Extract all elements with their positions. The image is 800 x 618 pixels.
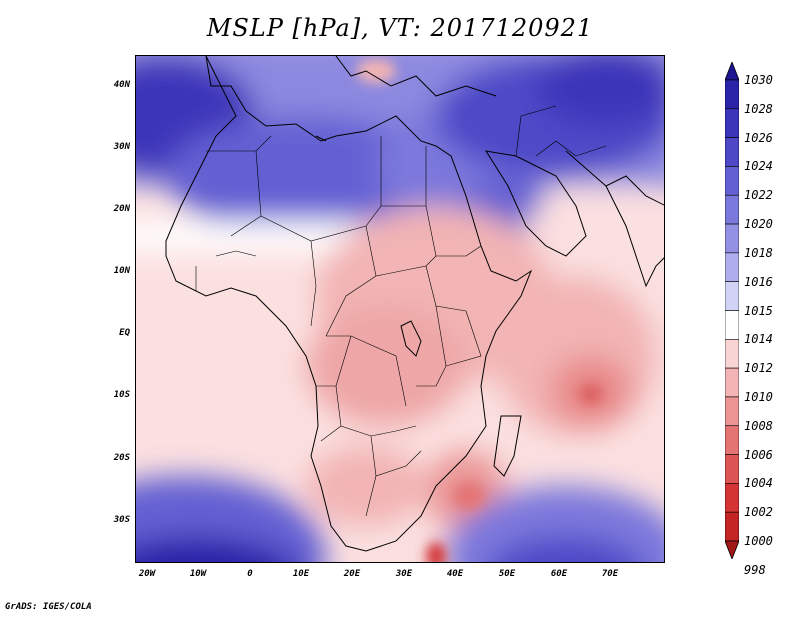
colorbar-swatch bbox=[724, 194, 740, 225]
lat-label-10n: 10N bbox=[113, 266, 130, 276]
colorbar-label: 1022 bbox=[744, 188, 773, 203]
colorbar-swatch bbox=[724, 425, 740, 455]
lon-label-20w: 20W bbox=[138, 569, 156, 579]
lat-label-30s: 30S bbox=[113, 515, 130, 525]
colorbar-swatch bbox=[724, 223, 740, 254]
colorbar-label: 1016 bbox=[744, 274, 773, 289]
lat-label-20s: 20S bbox=[113, 453, 130, 463]
colorbar-label: 998 bbox=[744, 562, 766, 577]
colorbar-label: 1018 bbox=[744, 245, 773, 260]
colorbar-label: 1000 bbox=[744, 534, 773, 548]
colorbar-label: 1010 bbox=[744, 389, 773, 404]
colorbar-swatch bbox=[724, 281, 740, 311]
map-title: MSLP [hPa], VT: 2017120921 bbox=[206, 14, 594, 42]
colorbar-label: 1015 bbox=[744, 303, 773, 318]
colorbar-top-arrow bbox=[724, 60, 740, 81]
colorbar-swatches bbox=[724, 60, 740, 561]
colorbar-swatch bbox=[724, 511, 740, 542]
colorbar-label: 1024 bbox=[744, 159, 773, 174]
pressure-map bbox=[135, 55, 665, 563]
colorbar-swatch bbox=[724, 108, 740, 138]
colorbar-label: 1004 bbox=[744, 476, 773, 491]
lon-label-0: 0 bbox=[247, 569, 253, 579]
grads-credit: GrADS: IGES/COLA bbox=[5, 602, 92, 612]
lon-label-30e: 30E bbox=[395, 569, 413, 579]
lon-label-10w: 10W bbox=[189, 569, 207, 579]
colorbar bbox=[724, 60, 740, 561]
colorbar-swatch bbox=[724, 483, 740, 513]
colorbar-swatch bbox=[724, 310, 740, 340]
colorbar-swatch bbox=[724, 396, 740, 427]
colorbar-swatch bbox=[724, 339, 740, 369]
colorbar-swatch bbox=[724, 166, 740, 196]
colorbar-swatch bbox=[724, 367, 740, 398]
coastlines bbox=[165, 56, 664, 552]
lat-label-30n: 30N bbox=[113, 142, 130, 152]
colorbar-label: 1030 bbox=[744, 73, 773, 87]
lat-label-20n: 20N bbox=[113, 204, 130, 214]
country-borders bbox=[195, 105, 607, 517]
colorbar-bottom-arrow bbox=[724, 540, 740, 561]
colorbar-label: 1002 bbox=[744, 505, 773, 520]
colorbar-swatch bbox=[724, 252, 740, 282]
lon-label-60e: 60E bbox=[550, 569, 568, 579]
lat-label-10s: 10S bbox=[113, 390, 130, 400]
lon-label-40e: 40E bbox=[446, 569, 464, 579]
colorbar-label: 1014 bbox=[744, 332, 773, 347]
colorbar-swatch bbox=[724, 454, 740, 484]
colorbar-label: 1012 bbox=[744, 361, 773, 376]
lon-label-70e: 70E bbox=[601, 569, 619, 579]
colorbar-label: 1028 bbox=[744, 101, 773, 116]
lon-label-50e: 50E bbox=[498, 569, 516, 579]
colorbar-label: 1006 bbox=[744, 447, 773, 462]
lon-label-10e: 10E bbox=[292, 569, 310, 579]
lat-label-40n: 40N bbox=[113, 80, 130, 90]
pressure-field bbox=[136, 56, 664, 562]
colorbar-label: 1020 bbox=[744, 217, 773, 232]
colorbar-swatch bbox=[724, 137, 740, 167]
colorbar-label: 1026 bbox=[744, 130, 773, 145]
lat-label-eq: EQ bbox=[119, 328, 130, 338]
colorbar-label: 1008 bbox=[744, 418, 773, 433]
lon-label-20e: 20E bbox=[343, 569, 361, 579]
colorbar-swatch bbox=[724, 79, 740, 110]
